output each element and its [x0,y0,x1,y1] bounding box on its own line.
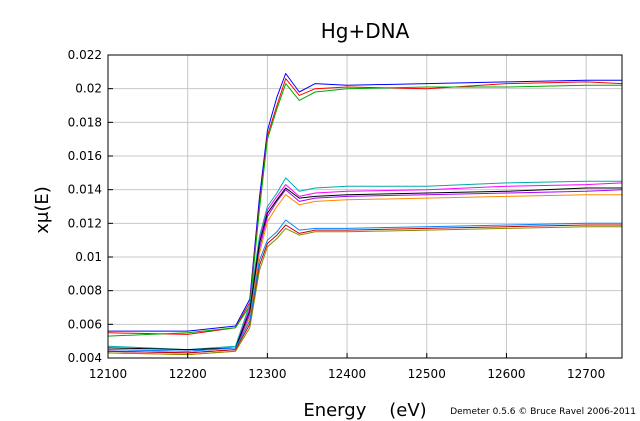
x-tick-label: 12500 [408,367,446,381]
series-line [107,219,622,352]
x-tick-label: 12300 [248,367,286,381]
y-tick-label: 0.022 [68,48,102,62]
series-line [107,78,623,335]
y-tick-label: 0.014 [68,183,102,197]
series-line [107,226,622,356]
x-tick-label: 12700 [567,367,605,381]
plot-frame [107,54,623,359]
y-tick-label: 0.01 [75,250,102,264]
series-line [107,224,622,354]
series-line [108,73,622,332]
x-axis-label: Energy (eV) [303,400,426,421]
y-tick-label: 0.018 [68,115,102,129]
x-tick-label: 12200 [169,367,207,381]
series-line [107,177,622,351]
ticks: 12100 12200 12300 12400 12500 12600 12700 0.004… [68,48,606,381]
y-tick-label: 0.02 [75,82,102,96]
chart-title: Hg+DNA [321,19,410,43]
x-tick-label: 12100 [89,367,127,381]
series-line [107,83,622,337]
series-layer [107,73,623,356]
series-line [107,187,622,351]
y-tick-label: 0.016 [68,149,102,163]
x-tick-label: 12600 [487,367,525,381]
y-tick-label: 0.006 [68,317,102,331]
plot-background [108,55,622,358]
series-line [107,194,622,356]
y-tick-label: 0.012 [68,216,102,230]
y-axis-label: xμ(E) [32,186,53,234]
y-tick-label: 0.004 [68,351,102,365]
x-tick-label: 12400 [328,367,366,381]
series-line [107,189,623,354]
y-tick-label: 0.008 [68,284,102,298]
credit-text: Demeter 0.5.6 © Bruce Ravel 2006-2011 [450,407,636,417]
